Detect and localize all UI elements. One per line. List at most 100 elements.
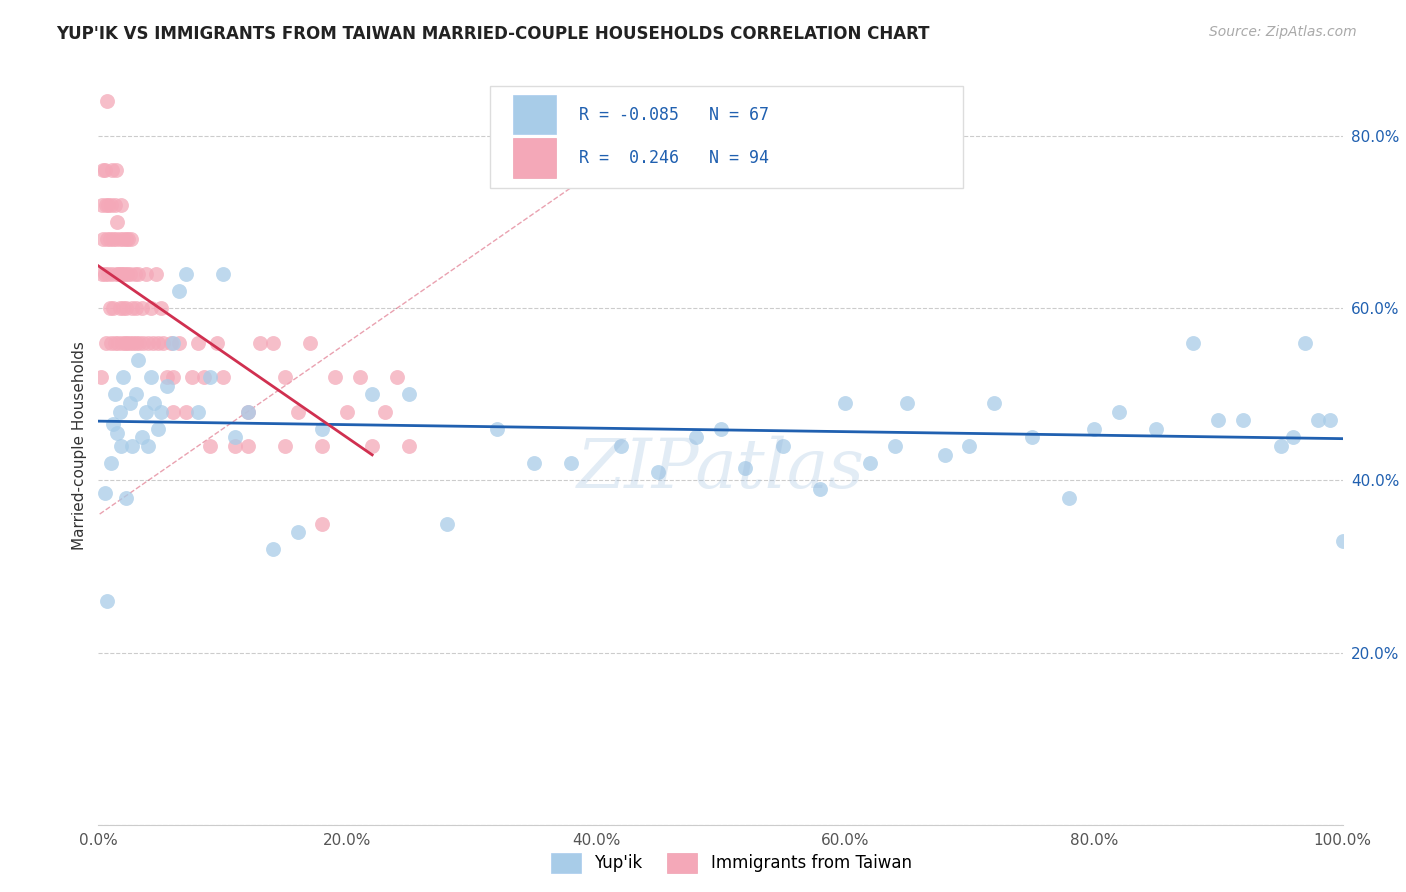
- Point: [808, 482, 831, 496]
- Point: [224, 430, 246, 444]
- Point: [523, 456, 546, 470]
- Point: [710, 422, 733, 436]
- Point: [146, 422, 169, 436]
- FancyBboxPatch shape: [491, 86, 963, 188]
- Point: [104, 198, 127, 212]
- Point: [224, 439, 246, 453]
- Point: [107, 267, 129, 281]
- Point: [127, 267, 149, 281]
- Point: [96, 232, 118, 246]
- Point: [162, 370, 184, 384]
- Point: [108, 301, 131, 315]
- Point: [111, 267, 134, 281]
- Point: [1144, 422, 1167, 436]
- Point: [105, 267, 128, 281]
- Point: [143, 396, 166, 410]
- Point: [125, 387, 148, 401]
- Point: [96, 95, 118, 109]
- Point: [647, 465, 669, 479]
- Point: [162, 335, 184, 350]
- Text: YUP'IK VS IMMIGRANTS FROM TAIWAN MARRIED-COUPLE HOUSEHOLDS CORRELATION CHART: YUP'IK VS IMMIGRANTS FROM TAIWAN MARRIED…: [56, 25, 929, 43]
- Text: R = -0.085   N = 67: R = -0.085 N = 67: [579, 105, 769, 124]
- Point: [834, 396, 856, 410]
- Point: [114, 335, 136, 350]
- Point: [174, 267, 197, 281]
- Point: [311, 439, 333, 453]
- Point: [772, 439, 794, 453]
- Point: [200, 370, 222, 384]
- Point: [108, 232, 131, 246]
- Point: [105, 426, 128, 441]
- Y-axis label: Married-couple Households: Married-couple Households: [72, 342, 87, 550]
- Point: [139, 301, 162, 315]
- Point: [132, 335, 155, 350]
- Point: [610, 439, 633, 453]
- Point: [110, 198, 132, 212]
- Point: [193, 370, 215, 384]
- Point: [287, 404, 309, 418]
- Point: [131, 430, 153, 444]
- Point: [883, 439, 905, 453]
- Point: [122, 335, 145, 350]
- Point: [236, 439, 259, 453]
- Point: [180, 370, 202, 384]
- Point: [135, 267, 157, 281]
- Point: [97, 267, 120, 281]
- Point: [104, 163, 127, 178]
- Point: [859, 456, 882, 470]
- Point: [398, 439, 420, 453]
- Point: [114, 301, 136, 315]
- Point: [121, 301, 143, 315]
- Point: [107, 335, 129, 350]
- Point: [98, 301, 121, 315]
- Point: [104, 335, 127, 350]
- Point: [156, 378, 179, 392]
- Point: [125, 301, 148, 315]
- Point: [1282, 430, 1305, 444]
- Point: [112, 370, 135, 384]
- Point: [1083, 422, 1105, 436]
- Point: [121, 439, 143, 453]
- Text: Source: ZipAtlas.com: Source: ZipAtlas.com: [1209, 25, 1357, 39]
- Point: [934, 448, 956, 462]
- Point: [135, 404, 157, 418]
- Point: [128, 335, 150, 350]
- Point: [174, 404, 197, 418]
- Point: [91, 198, 114, 212]
- Point: [98, 232, 121, 246]
- Point: [117, 232, 139, 246]
- Point: [149, 404, 172, 418]
- Point: [91, 267, 114, 281]
- Point: [93, 232, 115, 246]
- Point: [94, 198, 117, 212]
- Point: [734, 460, 756, 475]
- Point: [436, 516, 458, 531]
- Point: [111, 335, 134, 350]
- Point: [211, 370, 233, 384]
- Point: [93, 486, 115, 500]
- Bar: [513, 138, 557, 178]
- Point: [169, 284, 191, 298]
- Point: [1108, 404, 1130, 418]
- Point: [145, 267, 167, 281]
- Point: [200, 439, 222, 453]
- Point: [149, 301, 172, 315]
- Legend: Yup'ik, Immigrants from Taiwan: Yup'ik, Immigrants from Taiwan: [544, 847, 918, 880]
- Point: [398, 387, 420, 401]
- Point: [114, 491, 136, 505]
- Point: [103, 232, 125, 246]
- Point: [118, 267, 141, 281]
- Point: [100, 456, 122, 470]
- Point: [274, 439, 297, 453]
- Point: [124, 267, 146, 281]
- Point: [142, 335, 165, 350]
- Point: [105, 215, 128, 229]
- Point: [1206, 413, 1229, 427]
- Point: [146, 335, 169, 350]
- Point: [323, 370, 346, 384]
- Point: [114, 232, 136, 246]
- Point: [311, 516, 333, 531]
- Point: [385, 370, 408, 384]
- Point: [896, 396, 918, 410]
- Point: [1270, 439, 1292, 453]
